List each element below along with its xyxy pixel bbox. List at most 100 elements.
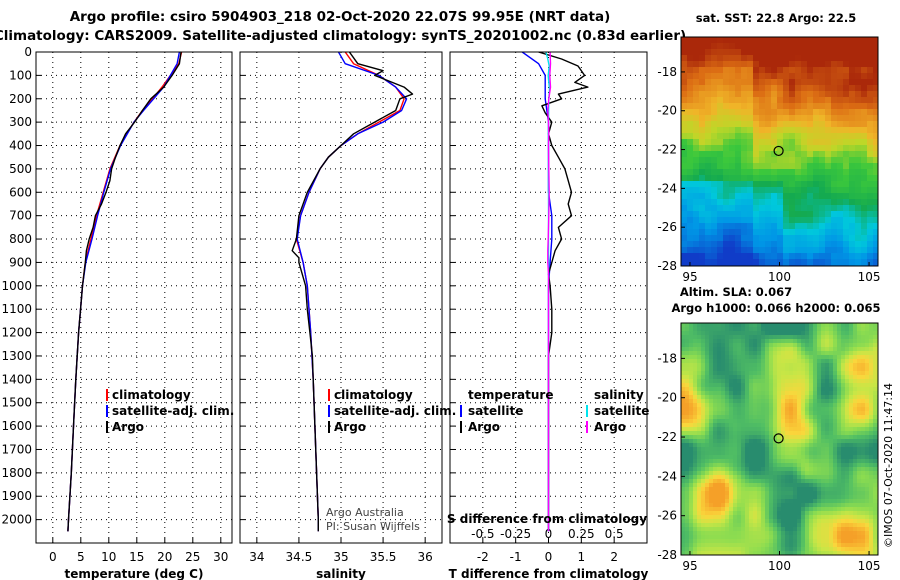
map-cell [801,157,808,164]
map-cell [753,187,760,194]
map-cell [699,85,706,92]
map-cell [689,407,694,412]
map-cell [819,259,826,266]
map-cell [711,193,718,200]
map-cell [689,419,694,424]
map-cell [849,211,856,218]
map-cell [701,367,706,372]
map-cell [689,479,694,484]
map-cell [831,247,838,254]
map-cell [821,435,826,440]
map-cell [705,223,712,230]
map-cell [813,379,818,384]
map-cell [711,49,718,56]
map-cell [825,139,832,146]
map-cell [749,503,754,508]
map-cell [797,431,802,436]
map-cell [741,475,746,480]
map-cell [817,379,822,384]
map-cell [709,535,714,540]
map-cell [855,145,862,152]
map-cell [721,479,726,484]
map-cell [831,253,838,260]
map-cell [795,229,802,236]
map-cell [873,205,878,212]
map-cell [721,447,726,452]
map-cell [717,187,724,194]
map-cell [729,483,734,488]
map-cell [817,475,822,480]
map-cell [729,527,734,532]
map-cell [681,419,686,424]
map-cell [697,459,702,464]
map-cell [795,109,802,116]
map-cell [861,331,866,336]
map-cell [825,487,830,492]
map-cell [735,175,742,182]
x-tick-label: 25 [185,550,200,564]
map-cell [681,503,686,508]
map-cell [685,375,690,380]
map-cell [735,247,742,254]
map-cell [735,223,742,230]
map-cell [849,455,854,460]
map-cell [853,363,858,368]
map-cell [761,347,766,352]
map-cell [733,539,738,544]
map-cell [709,371,714,376]
map-cell [855,61,862,68]
map-cell [855,103,862,110]
map-cell [749,351,754,356]
map-cell [809,375,814,380]
map-cell [821,511,826,516]
map-cell [853,531,858,536]
map-cell [849,347,854,352]
map-cell [705,463,710,468]
map-cell [753,335,758,340]
difference-profile-panel: -2 -1 0 1 2-0.5 -0.25 0 0.25 0.5T difference fro… [449,51,649,580]
map-cell [873,241,878,248]
map-cell [771,169,778,176]
map-cell [729,121,736,128]
map-cell [785,471,790,476]
map-cell [741,193,748,200]
map-cell [705,507,710,512]
map-cell [833,539,838,544]
map-cell [861,97,868,104]
map-cell [849,335,854,340]
map-cell [865,427,870,432]
map-cell [685,499,690,504]
map-cell [735,133,742,140]
map-cell [819,217,826,224]
map-cell [813,97,820,104]
map-cell [699,97,706,104]
map-cell [795,121,802,128]
map-cell [829,519,834,524]
map-cell [759,169,766,176]
map-cell [837,523,842,528]
map-cell [765,127,772,134]
map-cell [837,399,842,404]
map-cell [761,343,766,348]
map-cell [759,151,766,158]
map-cell [813,103,820,110]
map-cell [721,543,726,548]
map-cell [861,187,868,194]
map-cell [825,363,830,368]
map-cell [721,431,726,436]
map-cell [789,133,796,140]
map-cell [747,253,754,260]
map-cell [801,49,808,56]
map-cell [771,91,778,98]
map-cell [753,331,758,336]
map-cell [805,499,810,504]
map-cell [745,471,750,476]
map-cell [717,391,722,396]
map-cell [717,503,722,508]
map-cell [777,507,782,512]
map-cell [741,431,746,436]
map-cell [729,55,736,62]
map-cell [833,427,838,432]
map-cell [825,543,830,548]
map-cell [873,495,878,500]
